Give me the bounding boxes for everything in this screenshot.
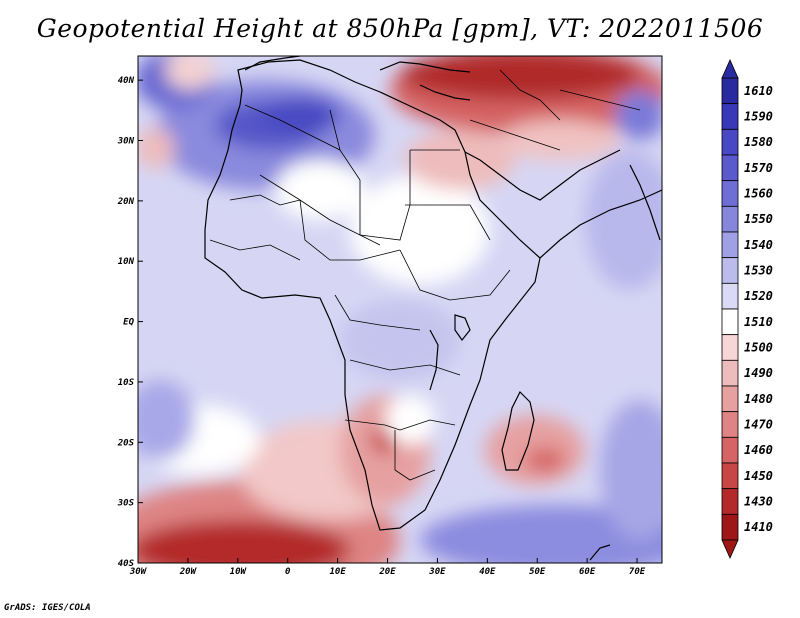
country-borders xyxy=(209,69,641,481)
colorbar-label: 1520 xyxy=(744,289,773,303)
lat-label: 10S xyxy=(118,378,135,388)
lat-label: 40N xyxy=(118,76,135,86)
colorbar-label: 1490 xyxy=(744,366,773,380)
colorbar-swatch xyxy=(721,513,739,541)
colorbar-label: 1560 xyxy=(744,187,773,201)
colorbar-swatch xyxy=(721,257,739,284)
colorbar-label: 1530 xyxy=(744,264,773,278)
colorbar-label: 1470 xyxy=(744,418,773,432)
colorbar-label: 1430 xyxy=(744,495,773,509)
colorbar-swatch xyxy=(721,231,739,259)
map-frame xyxy=(137,55,663,564)
lon-label: 30W xyxy=(129,567,148,577)
axis-ticks xyxy=(137,79,638,564)
lat-label: 20S xyxy=(117,438,135,448)
colorbar-label: 1410 xyxy=(744,520,773,534)
map-title: Geopotential Height at 850hPa [gpm], VT:… xyxy=(36,14,764,43)
lat-label: 30N xyxy=(117,137,135,147)
colorbar-label: 1610 xyxy=(744,84,773,98)
lon-label: 60E xyxy=(579,567,596,577)
colorbar-swatch xyxy=(721,385,739,413)
colorbar-label: 1550 xyxy=(744,212,773,226)
lon-label: 20E xyxy=(378,567,396,577)
colorbar-top-arrow xyxy=(721,59,739,79)
colorbar-swatch xyxy=(721,436,739,464)
lat-label: 30S xyxy=(117,499,135,509)
colorbar: 1610 1590 1580 1570 1560 1550 1540 1530 1520 1510… xyxy=(721,59,773,559)
lon-label: 10W xyxy=(230,567,248,577)
lat-label: 20N xyxy=(117,197,135,207)
lat-label: 40S xyxy=(118,559,135,569)
colorbar-label: 1580 xyxy=(744,135,773,149)
colorbar-label: 1570 xyxy=(744,161,773,175)
lon-label: 40E xyxy=(479,567,496,577)
colorbar-label: 1480 xyxy=(744,392,773,406)
colorbar-swatch xyxy=(721,334,739,361)
colorbar-swatch xyxy=(721,128,739,156)
colorbar-label: 1590 xyxy=(744,110,773,124)
colorbar-label: 1500 xyxy=(744,341,773,355)
colorbar-swatch xyxy=(721,488,739,515)
colorbar-label: 1510 xyxy=(744,315,773,329)
lon-label: 50E xyxy=(529,567,546,577)
longitude-labels: 30W 20W 10W 0 10E 20E 30E 40E 50E 60E 70E xyxy=(129,567,646,577)
height-field xyxy=(138,56,662,563)
grads-credit: GrADS: IGES/COLA xyxy=(4,603,91,613)
colorbar-swatch xyxy=(721,308,739,336)
colorbar-bottom-arrow xyxy=(721,539,739,559)
lon-label: 30E xyxy=(428,567,446,577)
colorbar-label: 1450 xyxy=(744,469,773,483)
colorbar-label: 1460 xyxy=(744,443,773,457)
colorbar-swatch xyxy=(721,154,739,182)
lat-label: EQ xyxy=(123,318,134,328)
colorbar-swatch xyxy=(721,282,739,310)
colorbar-swatch xyxy=(721,359,739,387)
latitude-labels: 40N 30N 20N 10N EQ 10S 20S 30S 40S xyxy=(117,76,135,569)
colorbar-swatch xyxy=(721,77,739,105)
lat-label: 10N xyxy=(118,257,135,267)
coastlines xyxy=(204,56,662,561)
lon-label: 20W xyxy=(179,567,198,577)
colorbar-swatch xyxy=(721,103,739,130)
colorbar-swatch xyxy=(721,205,739,233)
lon-label: 0 xyxy=(285,567,291,577)
colorbar-swatch xyxy=(721,462,739,490)
colorbar-label: 1540 xyxy=(744,238,773,252)
lon-label: 70E xyxy=(629,567,646,577)
lon-label: 10E xyxy=(329,567,346,577)
colorbar-swatch xyxy=(721,180,739,207)
colorbar-swatch xyxy=(721,411,739,438)
